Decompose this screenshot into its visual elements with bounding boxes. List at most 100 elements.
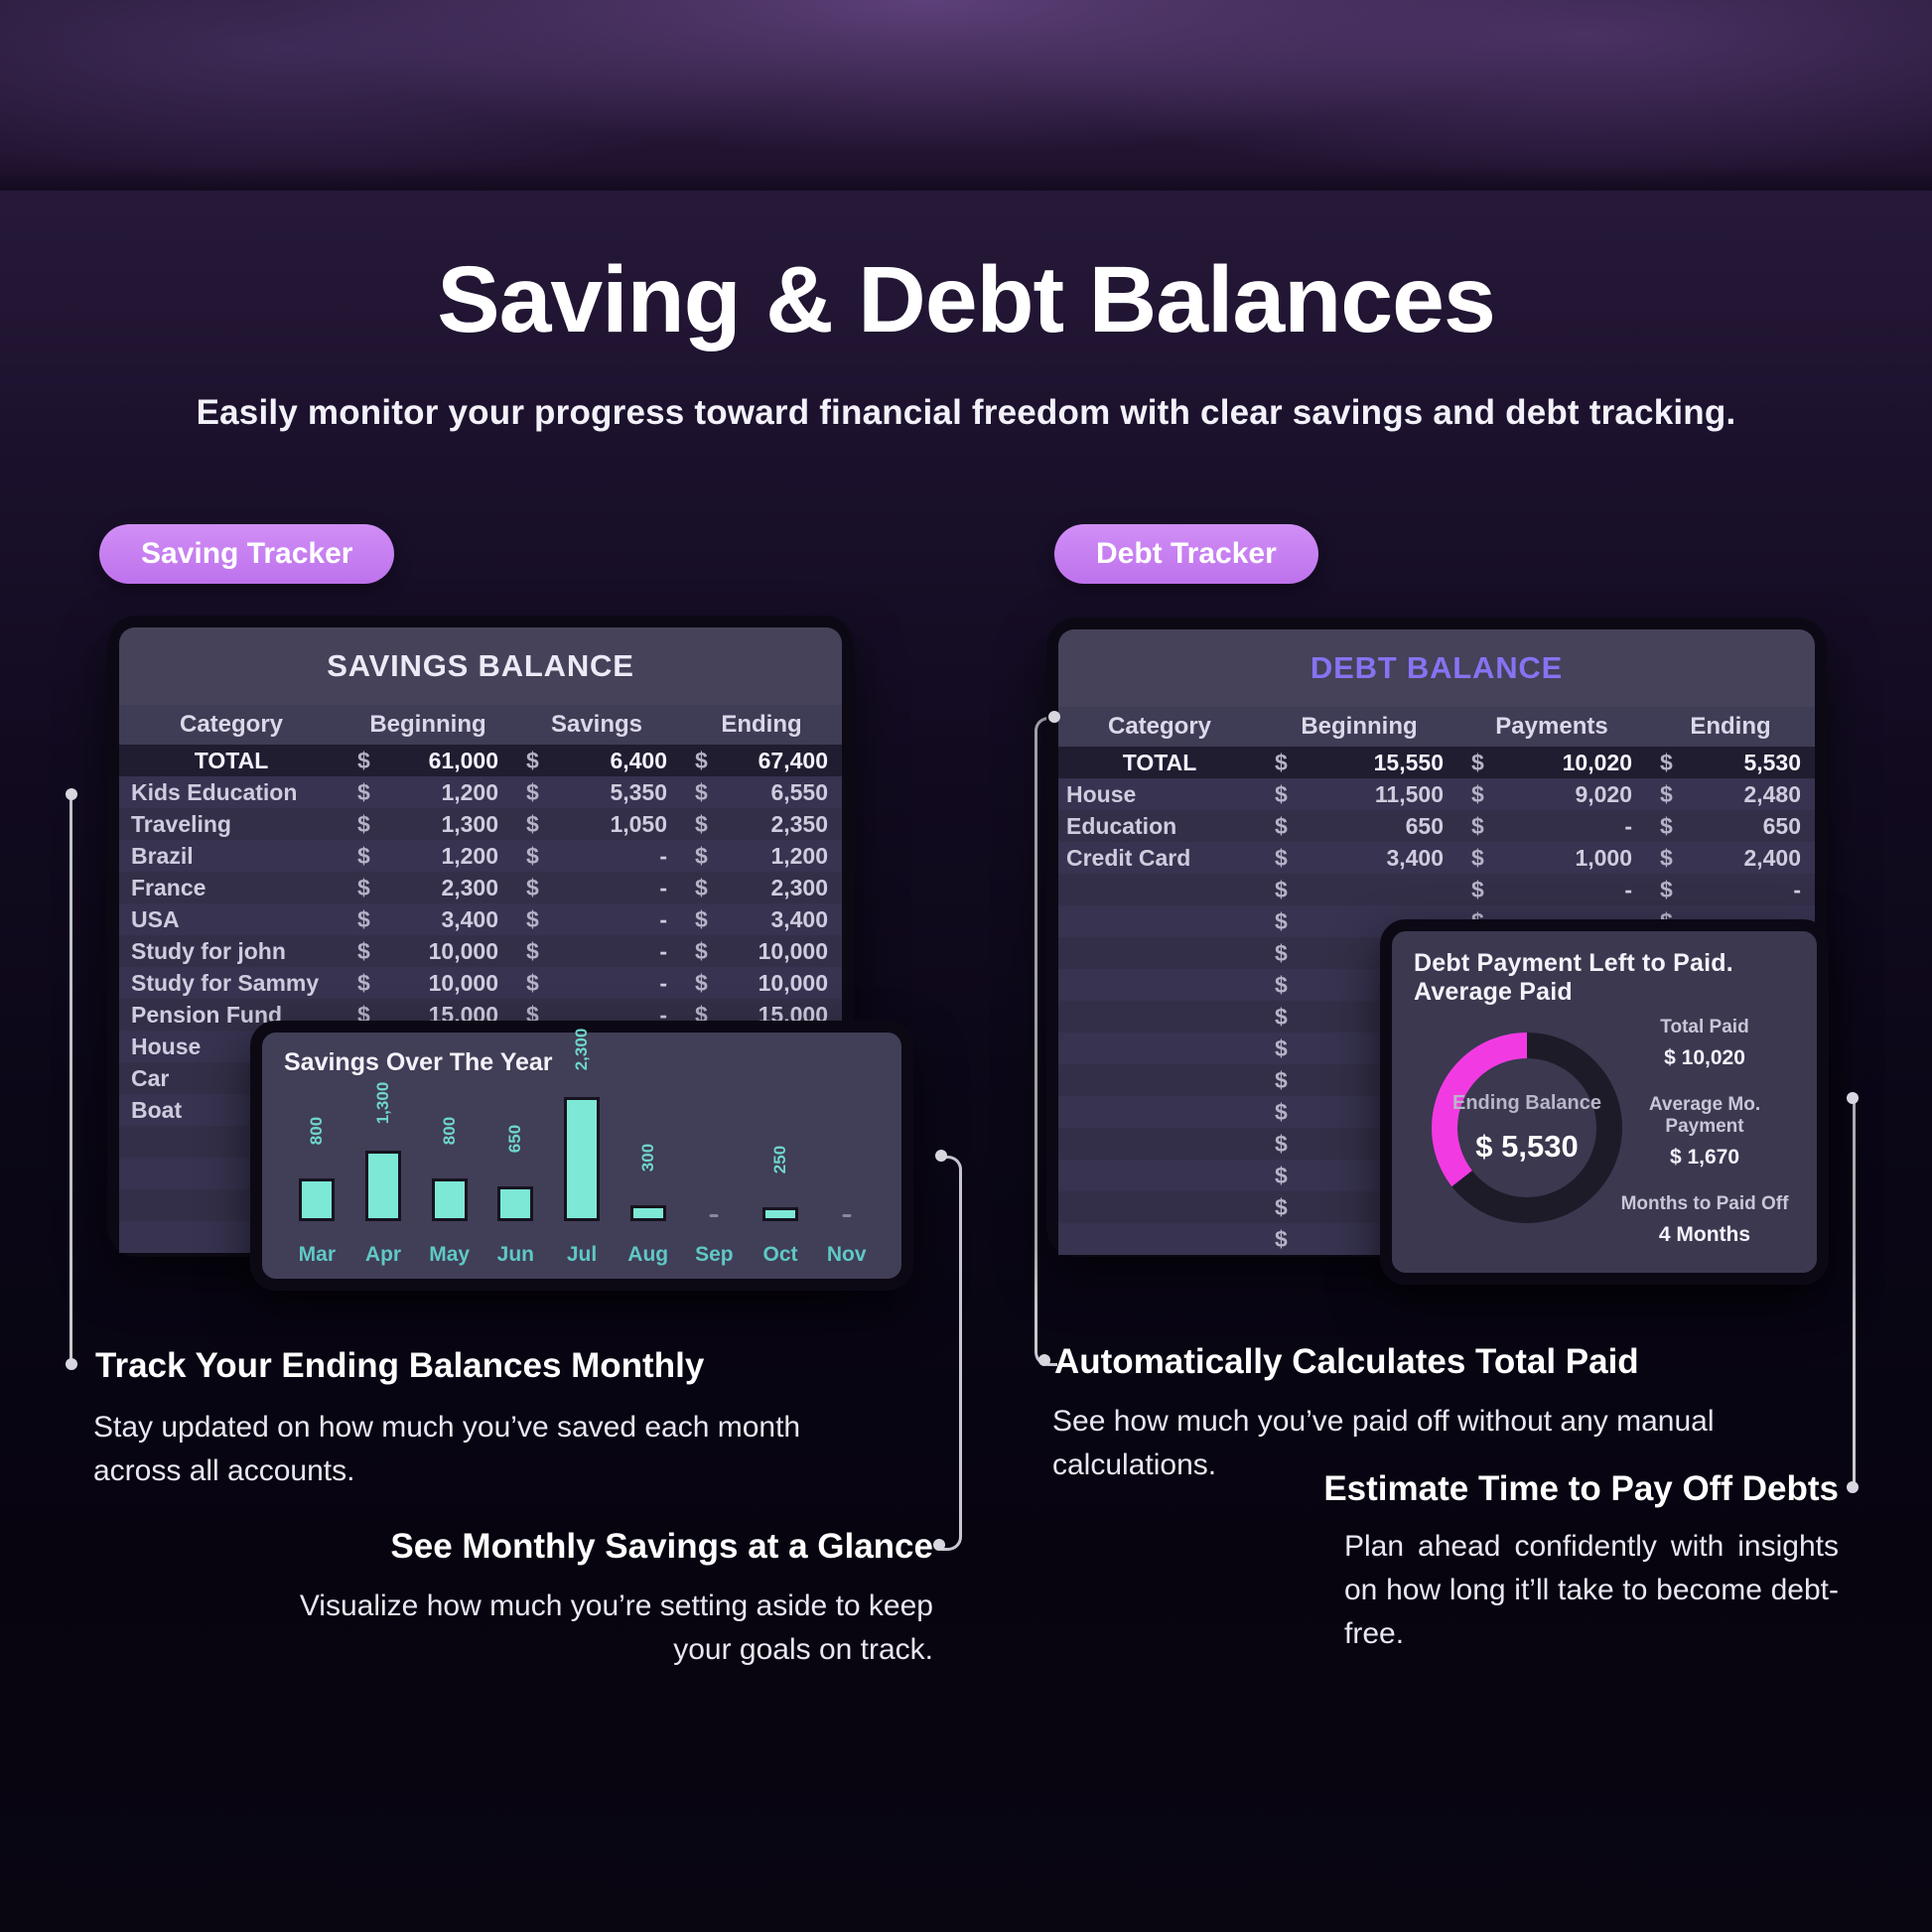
money-cell: $5,350 (526, 778, 667, 805)
table-row: Brazil $1,200 $ - $1,200 (119, 840, 842, 872)
category-cell: Study for Sammy (131, 969, 320, 996)
bar (564, 1097, 601, 1221)
stat-total-paid: Total Paid $ 10,020 (1610, 1017, 1799, 1070)
table-row: Traveling $1,300 $1,050 $2,350 (119, 808, 842, 840)
money-cell: $1,200 (357, 778, 498, 805)
money-cell: $1,200 (357, 842, 498, 869)
bar-slot (681, 1090, 748, 1221)
stat-value: $ 1,670 (1669, 1146, 1740, 1169)
table-row: House $11,500 $9,020 $2,480 (1058, 778, 1815, 810)
savings-balance-header: SAVINGS BALANCE (119, 627, 842, 705)
money-cell: $ (1275, 971, 1288, 998)
stat-label: Months to Paid Off (1620, 1193, 1789, 1214)
table-row: USA $3,400 $ - $3,400 (119, 903, 842, 935)
saving-tracker-badge[interactable]: Saving Tracker (99, 524, 395, 584)
connector-dot (1847, 1481, 1859, 1493)
bar-slot: 300 (615, 1090, 681, 1221)
bar-value-label: 800 (439, 1116, 459, 1146)
note-estimate-body: Plan ahead confidently with insights on … (1344, 1530, 1839, 1650)
money-cell: $5,530 (1660, 749, 1801, 775)
column-header-beginning: Beginning (1301, 713, 1418, 740)
month-tick-label: Jul (566, 1243, 598, 1266)
debt-balance-title: DEBT BALANCE (1310, 650, 1564, 685)
money-cell: $ (1275, 907, 1288, 934)
connector-line-donut (1853, 1098, 1856, 1487)
money-cell: $3,400 (1275, 844, 1444, 871)
category-cell: House (1066, 780, 1137, 807)
category-cell: France (131, 874, 207, 900)
money-cell: $6,400 (526, 747, 667, 773)
money-cell: $2,300 (357, 874, 498, 900)
column-header-category: Category (179, 711, 284, 738)
money-cell: $1,300 (357, 810, 498, 837)
table-row: TOTAL $61,000 $6,400 $67,400 (119, 745, 842, 776)
money-cell: $ (1275, 939, 1288, 966)
stat-value: $ 10,020 (1664, 1046, 1745, 1069)
debt-balance-header: DEBT BALANCE (1058, 629, 1815, 707)
table-row: Kids Education $1,200 $5,350 $6,550 (119, 776, 842, 808)
donut-stats: Total Paid $ 10,020 Average Mo. Payment … (1610, 1017, 1799, 1247)
table-row: Credit Card $3,400 $1,000 $2,400 (1058, 842, 1815, 874)
money-cell: $1,000 (1471, 844, 1632, 871)
bar-value-label: 2,300 (572, 1028, 592, 1071)
note-track-body: Stay updated on how much you’ve saved ea… (93, 1411, 801, 1487)
bar (365, 1151, 401, 1221)
category-cell: Credit Card (1066, 844, 1191, 871)
table-row: Study for Sammy $10,000 $ - $10,000 (119, 967, 842, 999)
donut-hole (1457, 1058, 1596, 1197)
page-title: Saving & Debt Balances (437, 247, 1496, 352)
bar-slot (813, 1090, 880, 1221)
money-cell: $ (1275, 1066, 1288, 1093)
table-row: $ $- $- (1058, 874, 1815, 905)
column-header-category: Category (1107, 713, 1212, 740)
note-estimate-heading: Estimate Time to Pay Off Debts (1323, 1469, 1839, 1508)
stat-average-payment: Average Mo. Payment $ 1,670 (1610, 1094, 1799, 1170)
note-auto-body: See how much you’ve paid off without any… (1052, 1405, 1715, 1481)
bar-value-label: 250 (770, 1145, 790, 1174)
connector-dot (1038, 1354, 1050, 1366)
money-cell: $ (1275, 1225, 1288, 1252)
bar (762, 1207, 799, 1221)
column-header-beginning: Beginning (369, 711, 486, 738)
debt-donut-title: Debt Payment Left to Paid. Average Paid (1414, 949, 1733, 1006)
bar-slot: 800 (284, 1090, 350, 1221)
money-cell: $ (1275, 1003, 1288, 1030)
money-cell: $10,000 (357, 937, 498, 964)
month-tick-label: Nov (826, 1243, 867, 1266)
money-cell: $ (1275, 1162, 1288, 1188)
connector-dot (1048, 711, 1060, 723)
debt-tracker-badge[interactable]: Debt Tracker (1054, 524, 1318, 584)
category-cell: TOTAL (1122, 749, 1197, 775)
money-cell: $- (526, 937, 667, 964)
money-cell: $6,550 (695, 778, 828, 805)
month-tick-label: May (429, 1243, 471, 1266)
table-row: France $2,300 $ - $2,300 (119, 872, 842, 903)
note-track-heading: Track Your Ending Balances Monthly (95, 1346, 705, 1385)
money-cell: $- (526, 969, 667, 996)
donut-center-labels: Ending Balance $ 5,530 (1432, 1033, 1622, 1223)
bar-chart-month-axis: Mar Apr May Jun Jul Aug Sep Oct Nov (284, 1243, 880, 1267)
header-photo-band (0, 0, 1932, 191)
money-cell: $- (1660, 876, 1801, 902)
category-cell: Traveling (131, 810, 231, 837)
category-cell: Kids Education (131, 778, 298, 805)
category-cell: USA (131, 905, 180, 932)
column-header-ending: Ending (721, 711, 802, 738)
column-header-savings: Savings (550, 711, 643, 738)
month-tick-label: Aug (627, 1243, 669, 1266)
column-header-ending: Ending (1690, 713, 1771, 740)
money-cell: $67,400 (695, 747, 828, 773)
stat-value: 4 Months (1658, 1223, 1751, 1246)
savings-chart-title: Savings Over The Year (284, 1048, 553, 1076)
money-cell: $- (526, 905, 667, 932)
connector-dot (66, 788, 77, 800)
bar (431, 1178, 468, 1221)
money-cell: $ (1275, 1035, 1288, 1061)
table-row: TOTAL $15,550 $10,020 $5,530 (1058, 747, 1815, 778)
bar-value-label: 800 (307, 1116, 327, 1146)
money-cell: $ (1275, 876, 1288, 902)
bar-slot: 2,300 (549, 1029, 616, 1221)
money-cell: $2,480 (1660, 780, 1801, 807)
month-tick-label: Sep (695, 1243, 734, 1266)
